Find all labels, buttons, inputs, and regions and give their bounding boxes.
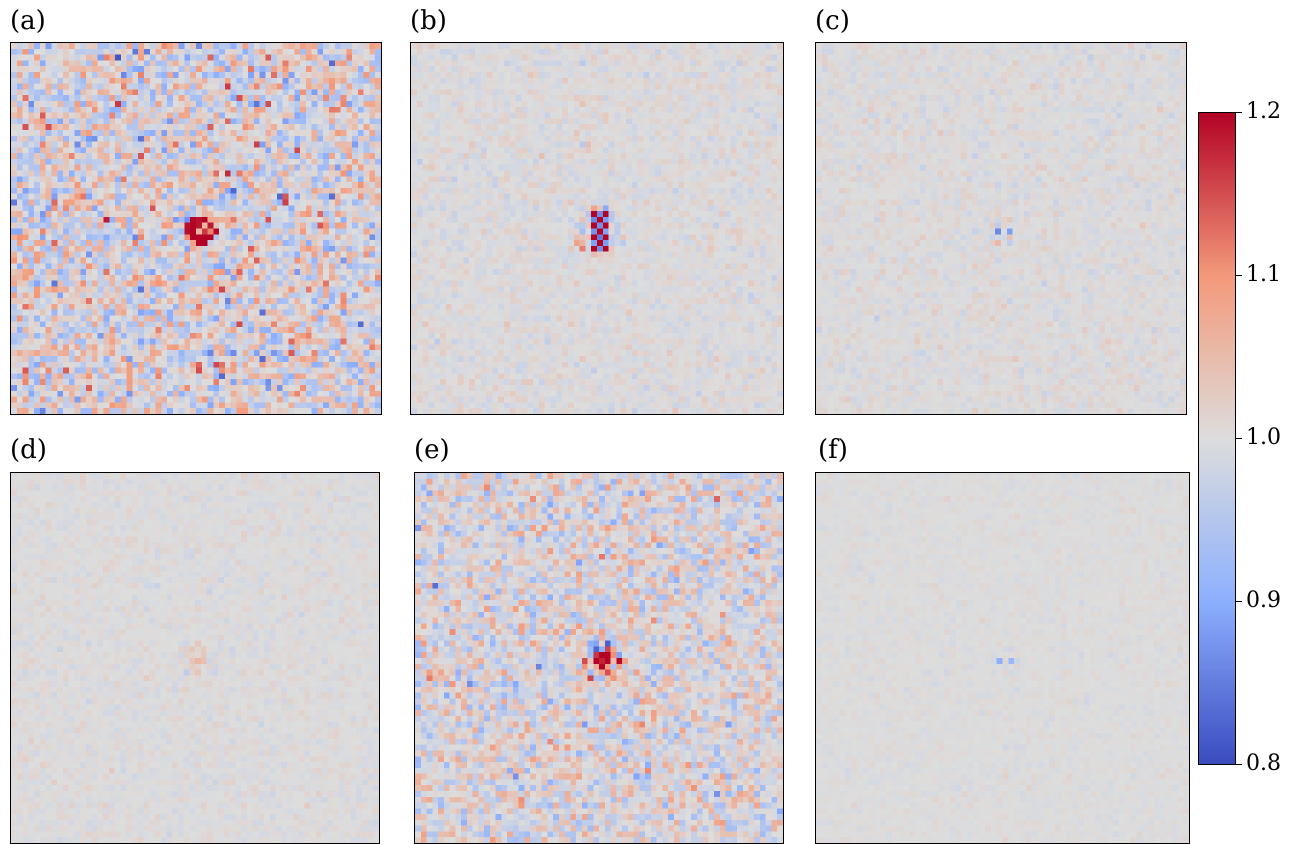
colorbar-gradient [1199,113,1235,764]
heatmap-panel-e [414,472,784,844]
colorbar-tick-mark [1236,601,1242,602]
colorbar-tick-mark [1236,112,1242,113]
panel-label-a: (a) [10,6,46,36]
panel-label-d: (d) [10,435,47,465]
colorbar [1198,112,1236,765]
colorbar-tick-label: 1.1 [1246,262,1281,287]
panel-label-b: (b) [410,6,447,36]
panel-label-e: (e) [414,435,450,465]
colorbar-tick-label: 1.0 [1246,425,1281,450]
heatmap-canvas-c [816,43,1186,414]
heatmap-panel-a [10,42,382,415]
heatmap-canvas-e [415,473,783,843]
colorbar-tick-label: 0.9 [1246,588,1281,613]
panel-label-c: (c) [815,6,850,36]
colorbar-tick-mark [1236,764,1242,765]
colorbar-tick-mark [1236,438,1242,439]
heatmap-panel-b [410,42,784,415]
colorbar-tick-label: 1.2 [1246,99,1281,124]
heatmap-panel-c [815,42,1187,415]
heatmap-canvas-a [11,43,381,414]
heatmap-canvas-f [816,473,1189,843]
colorbar-tick-mark [1236,275,1242,276]
heatmap-panel-f [815,472,1190,844]
colorbar-tick-label: 0.8 [1246,751,1281,776]
heatmap-panel-d [10,472,380,844]
panel-label-f: (f) [818,435,848,465]
heatmap-canvas-b [411,43,783,414]
heatmap-canvas-d [11,473,379,843]
